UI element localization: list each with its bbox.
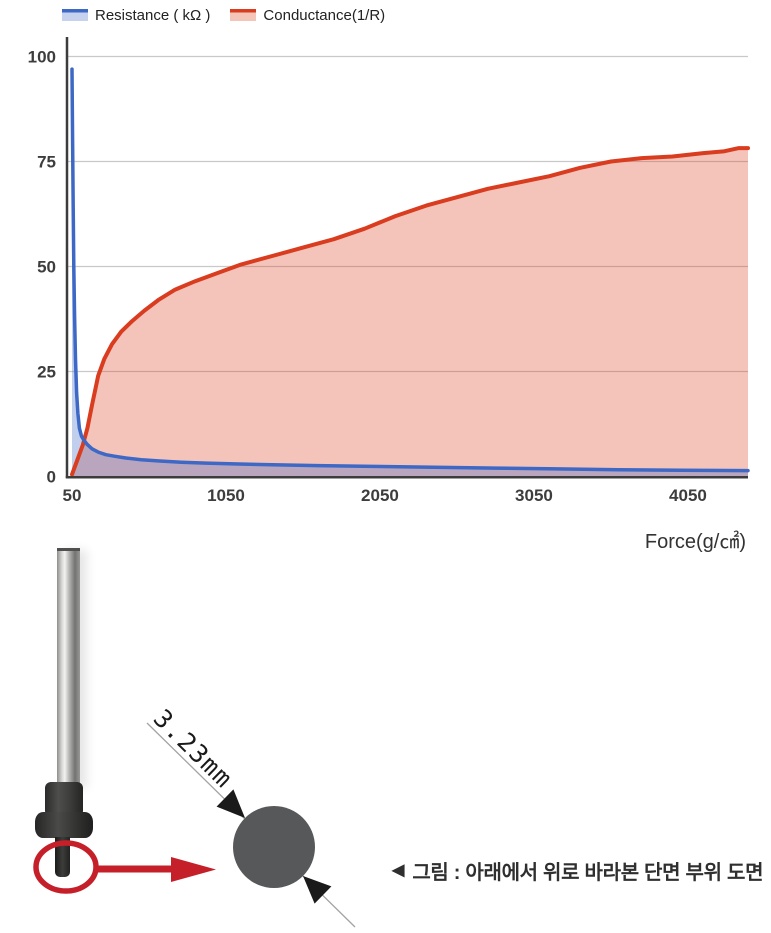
dimension-arrowhead-upper-icon bbox=[216, 789, 245, 818]
probe-photo bbox=[0, 545, 130, 933]
red-arrow-head-icon bbox=[171, 857, 216, 882]
conductance-swatch-icon bbox=[230, 9, 257, 21]
x-tick-3050: 3050 bbox=[515, 486, 553, 505]
legend-label-resistance: Resistance ( kΩ ) bbox=[95, 7, 211, 24]
chart-legend: Resistance ( kΩ ) Conductance(1/R) bbox=[62, 8, 385, 23]
x-tick-4050: 4050 bbox=[669, 486, 707, 505]
cross-section-circle bbox=[233, 806, 315, 888]
dimension-label: 3.23mm bbox=[148, 704, 239, 794]
chart-axes bbox=[65, 37, 748, 479]
y-tick-25: 25 bbox=[37, 363, 56, 382]
probe-collar bbox=[45, 782, 83, 814]
probe-shaft bbox=[57, 548, 80, 786]
legend-item-resistance: Resistance ( kΩ ) bbox=[62, 8, 210, 23]
line-conductance bbox=[70, 146, 750, 477]
tip-highlight-ellipse bbox=[33, 840, 99, 894]
legend-item-conductance: Conductance(1/R) bbox=[230, 8, 385, 23]
resistance-swatch-icon bbox=[62, 9, 88, 21]
x-tick-1050: 1050 bbox=[207, 486, 245, 505]
dimension-arrowhead-lower-icon bbox=[303, 876, 332, 904]
force-chart: 0 25 50 75 100 50 1050 2050 3050 4050 bbox=[28, 37, 750, 506]
caption-left-triangle-icon: ◀ bbox=[392, 861, 405, 879]
legend-label-conductance: Conductance(1/R) bbox=[263, 7, 386, 24]
chart-gridlines bbox=[67, 55, 748, 373]
sensor-figure: 3.23mm ◀ 그림 : 아래에서 위로 바라본 단면 부위 도면 bbox=[0, 545, 771, 933]
y-tick-0: 0 bbox=[47, 468, 56, 487]
x-tick-50: 50 bbox=[63, 486, 82, 505]
y-tick-75: 75 bbox=[37, 153, 56, 172]
chart-areas bbox=[72, 69, 748, 477]
x-axis-label: Force(g/㎠) bbox=[644, 531, 746, 553]
caption-text: 그림 : 아래에서 위로 바라본 단면 부위 도면 bbox=[412, 862, 764, 884]
y-tick-50: 50 bbox=[37, 258, 56, 277]
area-conductance bbox=[72, 148, 748, 477]
chart-lines bbox=[70, 67, 750, 477]
x-tick-2050: 2050 bbox=[361, 486, 399, 505]
y-tick-100: 100 bbox=[28, 48, 56, 67]
probe-tip bbox=[55, 837, 70, 877]
probe-flange bbox=[35, 812, 93, 838]
cross-section-diagram: 3.23mm bbox=[33, 704, 356, 928]
line-resistance bbox=[70, 67, 750, 473]
figure-caption: ◀ 그림 : 아래에서 위로 바라본 단면 부위 도면 bbox=[392, 856, 763, 885]
chart-tick-labels: 0 25 50 75 100 50 1050 2050 3050 4050 bbox=[28, 48, 707, 506]
